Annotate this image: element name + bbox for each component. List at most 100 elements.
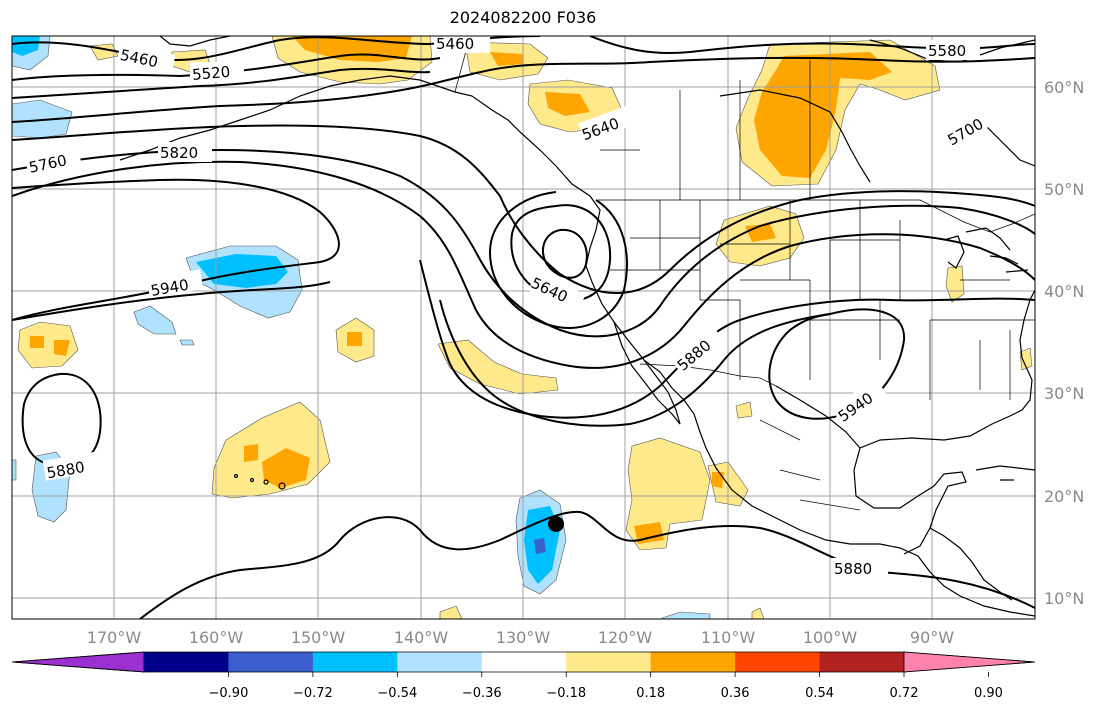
strong-positive-anomaly-region bbox=[347, 332, 362, 346]
mexico-state-lines bbox=[759, 419, 861, 511]
strong-positive-anomaly-region bbox=[754, 52, 892, 178]
colorbar-segment bbox=[819, 652, 905, 672]
contour-5580-west bbox=[12, 67, 431, 99]
contour-label: 5460 bbox=[118, 46, 159, 72]
colorbar-segment bbox=[481, 652, 567, 672]
bering-coast bbox=[159, 36, 231, 47]
strong-negative-anomaly-region bbox=[12, 36, 40, 56]
negative-anomaly-region bbox=[133, 305, 177, 335]
contour-label: 5460 bbox=[436, 35, 474, 53]
canada-province-lines bbox=[600, 60, 811, 200]
colorbar-outline bbox=[11, 651, 1036, 673]
positive-anomaly-region bbox=[625, 437, 711, 551]
positive-anomaly-region bbox=[211, 401, 331, 499]
colorbar-tick-label: 0.18 bbox=[636, 686, 665, 701]
strong-positive-anomaly-region bbox=[30, 336, 44, 348]
colorbar-tick-label: −0.54 bbox=[377, 686, 417, 701]
contour-5880 bbox=[12, 178, 340, 321]
negative-anomaly-core bbox=[534, 538, 546, 554]
positive-anomaly-region bbox=[1019, 347, 1033, 371]
latitude-label: 50°N bbox=[1044, 180, 1084, 199]
longitude-label: 140°W bbox=[394, 628, 449, 647]
strong-positive-anomaly-region bbox=[54, 340, 70, 356]
positive-anomaly-region bbox=[945, 265, 965, 303]
strong-positive-anomaly-region bbox=[545, 92, 590, 116]
contour-5880-south bbox=[12, 281, 331, 321]
colorbar-segment bbox=[735, 652, 821, 672]
contour-label: 5880 bbox=[834, 560, 872, 578]
negative-anomaly-region bbox=[661, 611, 711, 619]
tropical-cyclone-marker bbox=[548, 516, 564, 532]
colorbar-segment bbox=[312, 652, 398, 672]
colorbar-segment bbox=[228, 652, 314, 672]
colorbar-tick-label: −0.36 bbox=[462, 686, 502, 701]
longitude-label: 150°W bbox=[291, 628, 346, 647]
longitude-label: 160°W bbox=[189, 628, 244, 647]
contour-5880-closed-west bbox=[21, 372, 102, 467]
latitude-label: 30°N bbox=[1044, 384, 1084, 403]
contour-5580 bbox=[589, 36, 1035, 55]
east-coast bbox=[1019, 289, 1035, 341]
height-contours bbox=[12, 36, 1035, 619]
great-lakes bbox=[943, 227, 1029, 273]
longitude-label: 130°W bbox=[496, 628, 551, 647]
contour-5700 bbox=[12, 124, 1035, 294]
contour-5940-pacific bbox=[419, 259, 1035, 419]
contour-5880-ridge bbox=[439, 299, 831, 427]
colorbar-segment bbox=[566, 652, 652, 672]
colorbar-tick-label: −0.18 bbox=[546, 686, 586, 701]
contour-5940-east bbox=[768, 308, 906, 420]
caribbean-islands bbox=[975, 465, 1035, 481]
negative-anomaly-region bbox=[12, 459, 17, 481]
hawaii-island bbox=[249, 477, 255, 483]
contour-label: 5820 bbox=[160, 144, 198, 162]
colorbar-tick-label: 0.72 bbox=[890, 686, 919, 701]
positive-anomaly-region bbox=[735, 401, 753, 419]
strong-positive-anomaly-region bbox=[634, 522, 664, 544]
longitude-label: 110°W bbox=[701, 628, 756, 647]
hawaii-island bbox=[263, 479, 269, 485]
colorbar-extend-max bbox=[903, 651, 1036, 673]
contour-closed-low-outer bbox=[488, 191, 628, 329]
map-frame bbox=[11, 35, 1036, 620]
longitude-label: 100°W bbox=[803, 628, 858, 647]
us-canada-border bbox=[598, 199, 1035, 233]
colorbar-tick-label: 0.36 bbox=[721, 686, 750, 701]
contour-label: 5520 bbox=[191, 63, 231, 84]
colorbar-segment bbox=[144, 652, 229, 672]
central-america bbox=[929, 527, 1013, 601]
map-plot-area: 5460 5460 5520 5580 5640 5700 5760 5820 … bbox=[12, 35, 1035, 619]
colorbar-tick-label: 0.90 bbox=[974, 686, 1003, 701]
contour-5520 bbox=[12, 53, 441, 81]
positive-anomaly-region bbox=[439, 605, 463, 619]
contour-label: 5580 bbox=[928, 42, 966, 60]
contour-5880-tropical bbox=[139, 510, 1035, 619]
strong-positive-anomaly-region bbox=[244, 444, 258, 462]
anomaly-shading bbox=[12, 36, 1033, 619]
latitude-labels: 60°N 50°N 40°N 30°N 20°N 10°N bbox=[1044, 78, 1084, 608]
baja-california bbox=[613, 321, 681, 425]
hawaii-island bbox=[278, 482, 286, 490]
colorbar-tick-labels: −0.90 −0.72 −0.54 −0.36 −0.18 0.18 0.36 0.54 0.7… bbox=[209, 686, 1003, 701]
positive-anomaly-region bbox=[437, 339, 559, 395]
colorbar-segment bbox=[397, 652, 483, 672]
contour-5640 bbox=[12, 56, 1035, 123]
contour-5820 bbox=[12, 160, 1035, 369]
colorbar-tick-label: −0.90 bbox=[209, 686, 249, 701]
colorbar-segment bbox=[650, 652, 736, 672]
strong-positive-anomaly-region bbox=[712, 472, 724, 488]
colorbar-tick-label: −0.72 bbox=[293, 686, 333, 701]
longitude-labels: 170°W 160°W 150°W 140°W 130°W 120°W 110°… bbox=[87, 628, 954, 647]
longitude-label: 170°W bbox=[87, 628, 142, 647]
contour-closed-low-inner bbox=[542, 228, 588, 279]
longitude-label: 90°W bbox=[910, 628, 954, 647]
latitude-label: 60°N bbox=[1044, 78, 1084, 97]
us-mexico-border bbox=[639, 363, 777, 387]
negative-anomaly-region bbox=[179, 339, 195, 346]
positive-anomaly-region bbox=[17, 321, 79, 369]
latitude-label: 20°N bbox=[1044, 487, 1084, 506]
gulf-of-mexico-coast bbox=[775, 339, 1033, 555]
colorbar bbox=[11, 651, 1036, 677]
colorbar-extend-min bbox=[11, 651, 145, 673]
